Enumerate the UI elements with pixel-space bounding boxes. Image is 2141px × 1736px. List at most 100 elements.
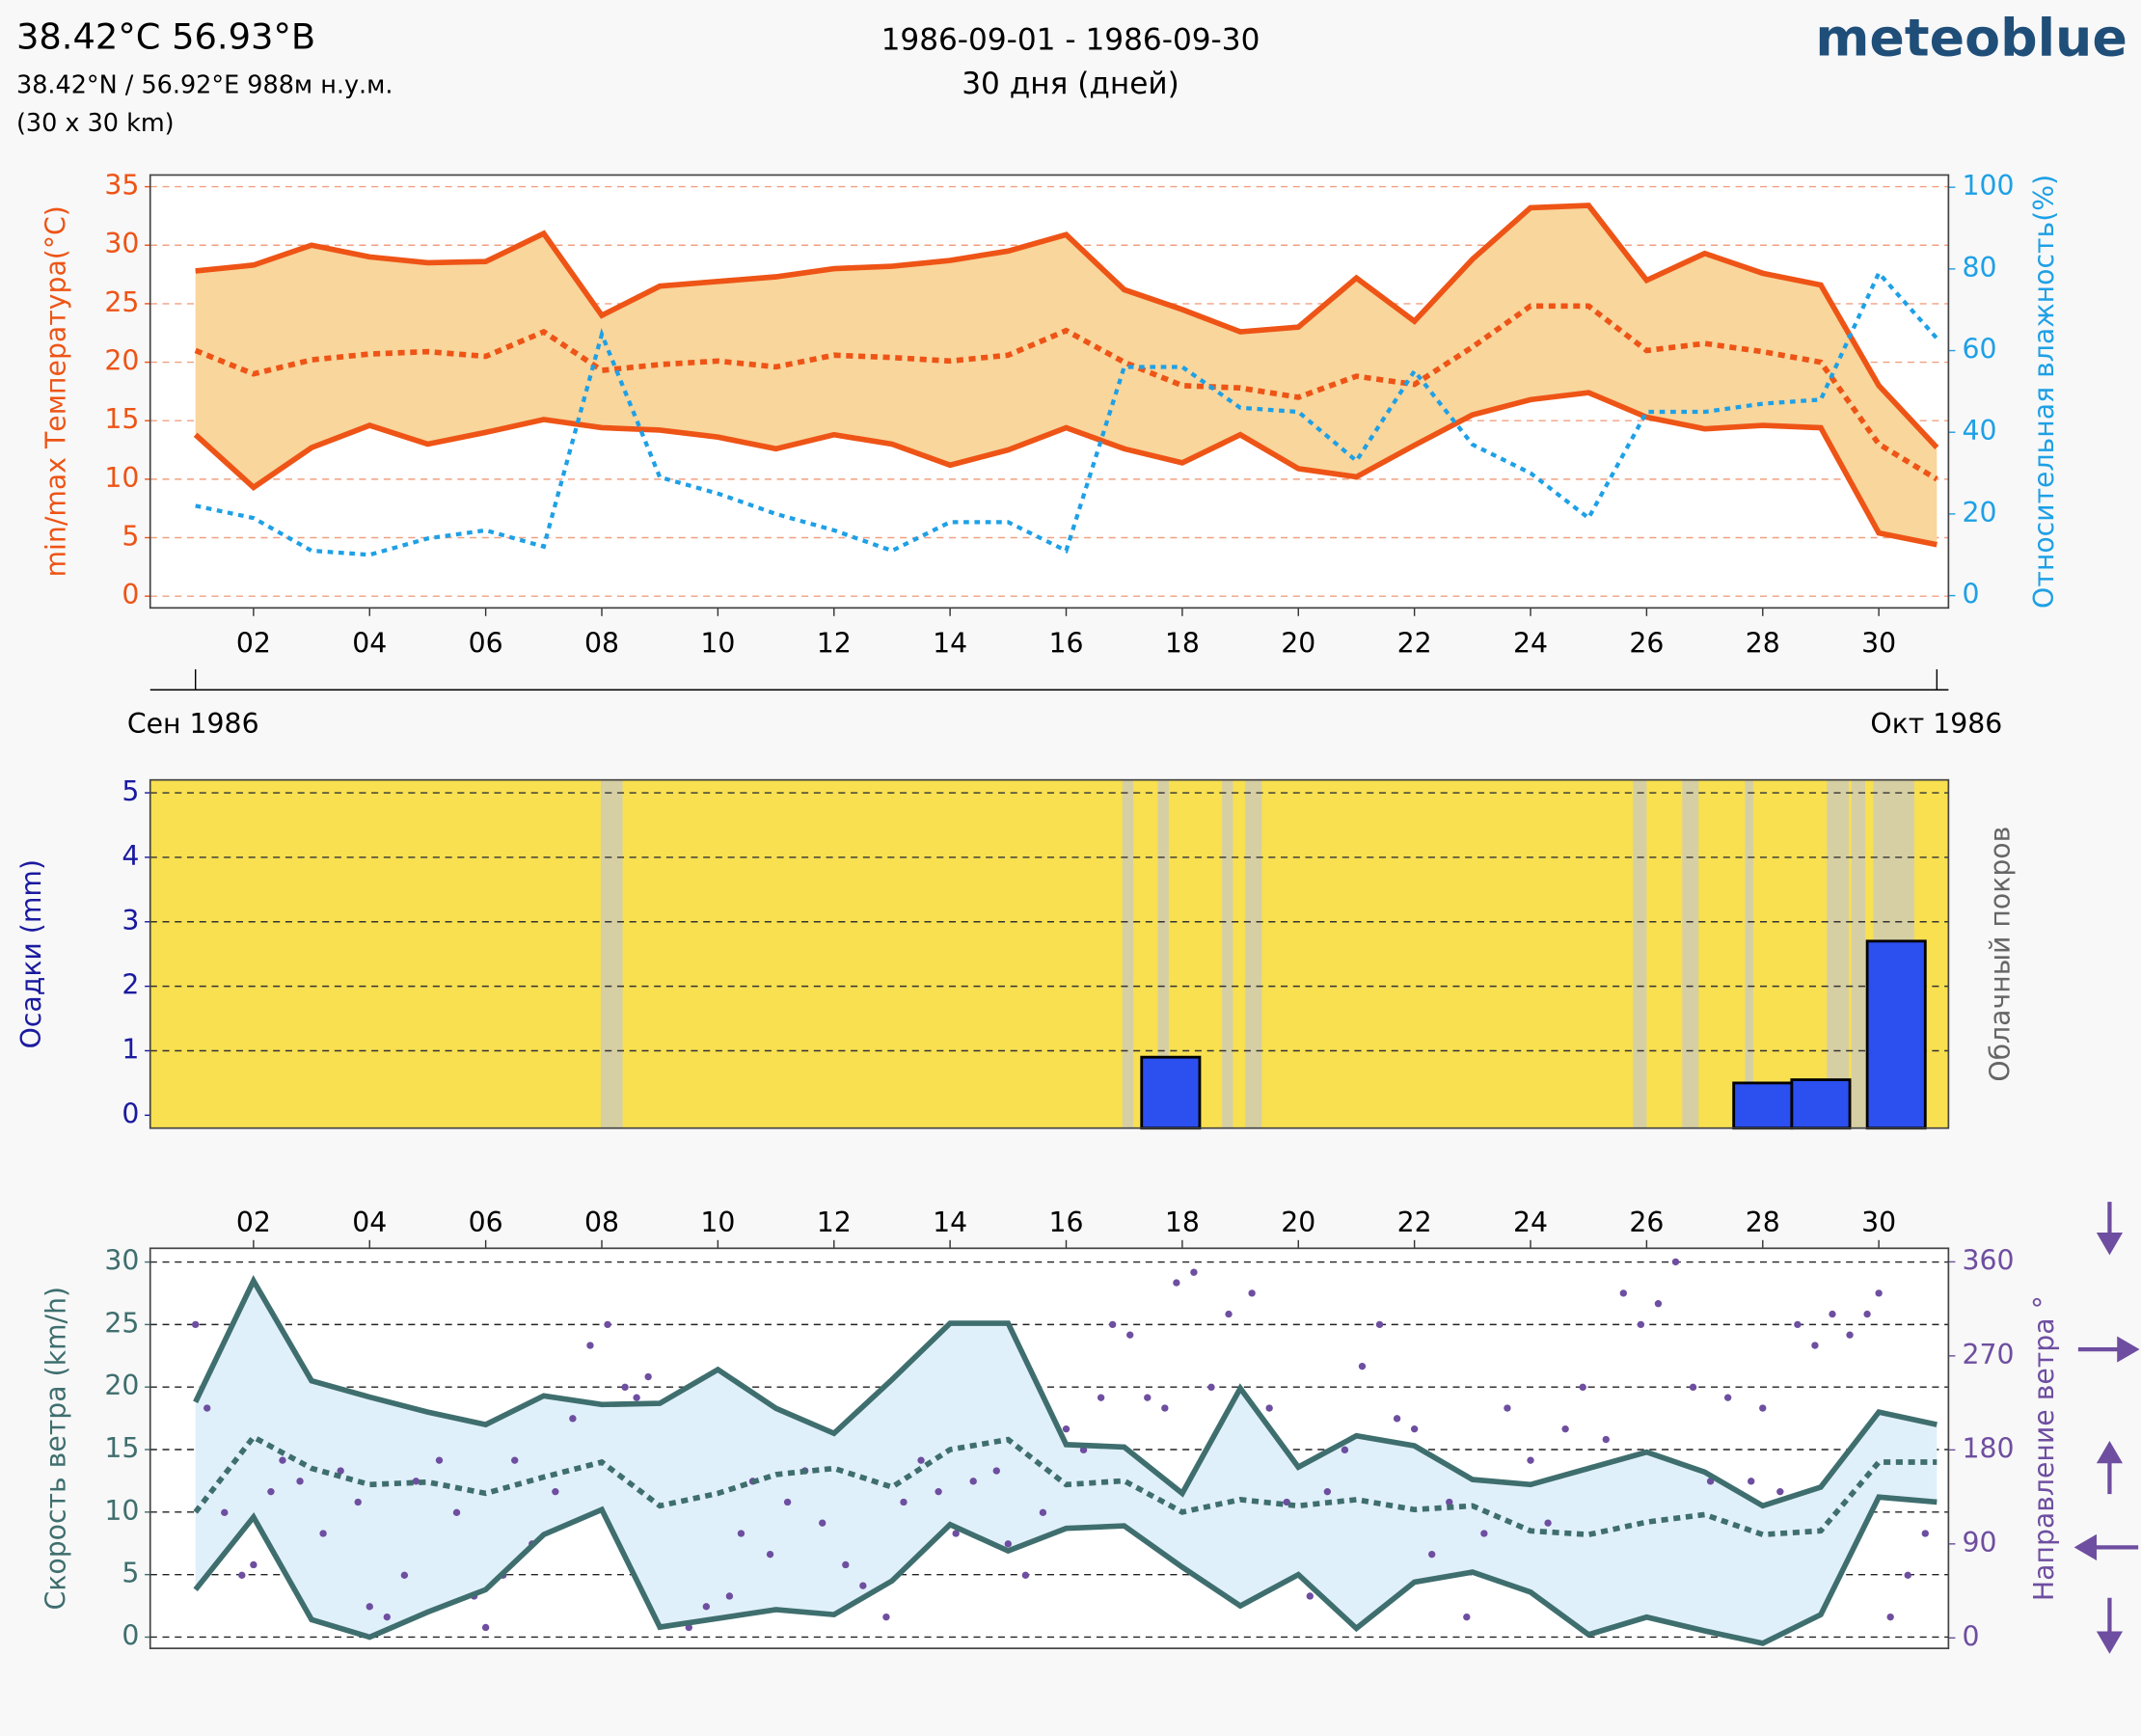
wind-direction-point: [969, 1478, 977, 1485]
x-tick-label: 02: [236, 628, 271, 660]
wind-direction-point: [1504, 1404, 1511, 1412]
x-tick-label: 30: [1861, 628, 1896, 660]
wind-direction-point: [383, 1613, 391, 1621]
panel: 0 5 10 15 20 25 30 0 90 180 270 360 Скорость ветра (…: [40, 1207, 2059, 1652]
x-tick-label: 28: [1746, 1207, 1780, 1238]
range-band: [195, 205, 1938, 545]
wind-direction-point: [1323, 1487, 1332, 1496]
y-tick-label: 30: [104, 228, 139, 259]
x-tick-label: 16: [1049, 1207, 1084, 1238]
wind-direction-point: [1021, 1571, 1030, 1580]
wind-direction-point: [337, 1467, 344, 1475]
wind-direction-point: [952, 1530, 960, 1537]
x-tick-label: 24: [1513, 1207, 1548, 1238]
y2-tick-label: 0: [1963, 579, 1980, 610]
y2-tick-label: 0: [1963, 1620, 1980, 1652]
cloud-stripe: [1827, 779, 1850, 1128]
coordinates: 38.42°N / 56.92°E 988м н.у.м.: [16, 70, 393, 99]
wind-direction-point: [279, 1456, 286, 1464]
wind-direction-point: [1225, 1310, 1233, 1318]
line: [193, 390, 1938, 548]
wind-direction-point: [783, 1498, 792, 1506]
y-tick-label: 5: [122, 775, 139, 807]
y-axis-label: min/max Температура(°C): [40, 205, 71, 577]
y2-tick-label: 80: [1963, 252, 1997, 284]
x-tick-label: 18: [1165, 1207, 1200, 1238]
x-tick-label: 12: [817, 628, 852, 660]
plot-frame: [149, 1247, 1950, 1649]
wind-direction-point: [1207, 1383, 1215, 1392]
y2-tick-label: 270: [1963, 1339, 2015, 1370]
x-tick-label: 04: [352, 628, 387, 660]
resolution: (30 x 30 km): [16, 109, 175, 138]
wind-direction-point: [1671, 1258, 1680, 1266]
wind-direction-point: [1173, 1279, 1180, 1287]
wind-direction-point: [1265, 1404, 1273, 1412]
y-tick-label: 0: [122, 579, 139, 610]
wind-direction-point: [633, 1394, 640, 1401]
y-tick-label: 30: [104, 1245, 139, 1277]
wind-direction-point: [435, 1456, 444, 1464]
wind-direction-point: [1161, 1404, 1169, 1412]
day-count: 30 дня (дней): [962, 67, 1179, 101]
wind-direction-point: [1004, 1540, 1013, 1548]
wind-arrows: [2073, 1202, 2140, 1654]
wind-direction-point: [1637, 1320, 1645, 1329]
wind-direction-point: [552, 1487, 559, 1496]
wind-direction-point: [1579, 1383, 1586, 1392]
y2-axis-label: Направление ветра °: [2028, 1295, 2060, 1601]
wind-direction-point: [1190, 1268, 1198, 1276]
wind-direction-point: [319, 1530, 327, 1537]
wind-direction-point: [1602, 1435, 1610, 1444]
plot-frame: [149, 778, 1950, 1129]
y-tick-label: 0: [122, 1619, 139, 1651]
line: [193, 1494, 1938, 1646]
y-tick-label: 35: [104, 170, 139, 202]
wind-direction-point: [621, 1383, 629, 1392]
wind-direction-point: [1904, 1571, 1911, 1580]
line: [195, 203, 1939, 450]
wind-direction-point: [452, 1508, 461, 1517]
wind-direction-point: [1619, 1289, 1627, 1297]
precipitation-bar: [1790, 1078, 1852, 1130]
wind-direction-point: [1097, 1394, 1105, 1401]
wind-direction-point: [267, 1487, 275, 1496]
x2-tick-label: Сен 1986: [127, 708, 259, 740]
wind-direction-point: [644, 1372, 652, 1381]
precipitation-bar: [1140, 1055, 1202, 1130]
wind-direction-point: [1811, 1342, 1819, 1349]
wind-direction-point: [1283, 1498, 1290, 1506]
y2-tick-label: 180: [1963, 1432, 2015, 1464]
y-tick-label: 10: [104, 462, 139, 494]
wind-direction-point: [1306, 1592, 1314, 1600]
x-tick-label: 08: [584, 1207, 619, 1238]
y2-tick-label: 40: [1963, 415, 1997, 447]
x-tick-label: 24: [1513, 628, 1548, 660]
wind-direction-point: [1776, 1487, 1784, 1496]
wind-direction-point: [296, 1478, 304, 1485]
y-tick-label: 15: [104, 403, 139, 435]
precipitation-bar: [1732, 1081, 1794, 1130]
y-tick-label: 2: [122, 969, 139, 1001]
wind-direction-point: [1248, 1289, 1256, 1297]
x-tick-label: 22: [1397, 628, 1432, 660]
cloud-stripe: [1745, 779, 1753, 1128]
x-tick-label: 26: [1629, 628, 1664, 660]
x2-tick-label: Окт 1986: [1870, 708, 2002, 740]
y-tick-label: 0: [122, 1098, 139, 1129]
y2-tick-label: 360: [1963, 1244, 2015, 1276]
x-tick-label: 04: [352, 1207, 387, 1238]
cloud-stripe: [1851, 779, 1866, 1128]
dotted-line: [193, 1433, 1938, 1538]
x-tick-label: 10: [700, 1207, 735, 1238]
wind-direction-point: [1748, 1478, 1755, 1485]
wind-direction-point: [819, 1519, 827, 1527]
y-axis-label: Осадки (mm): [15, 859, 47, 1048]
range-band: [195, 1281, 1938, 1643]
wind-direction-point: [412, 1478, 420, 1485]
wind-direction-point: [238, 1571, 246, 1580]
wind-direction-point: [1689, 1383, 1697, 1392]
wind-direction-point: [1863, 1310, 1871, 1318]
